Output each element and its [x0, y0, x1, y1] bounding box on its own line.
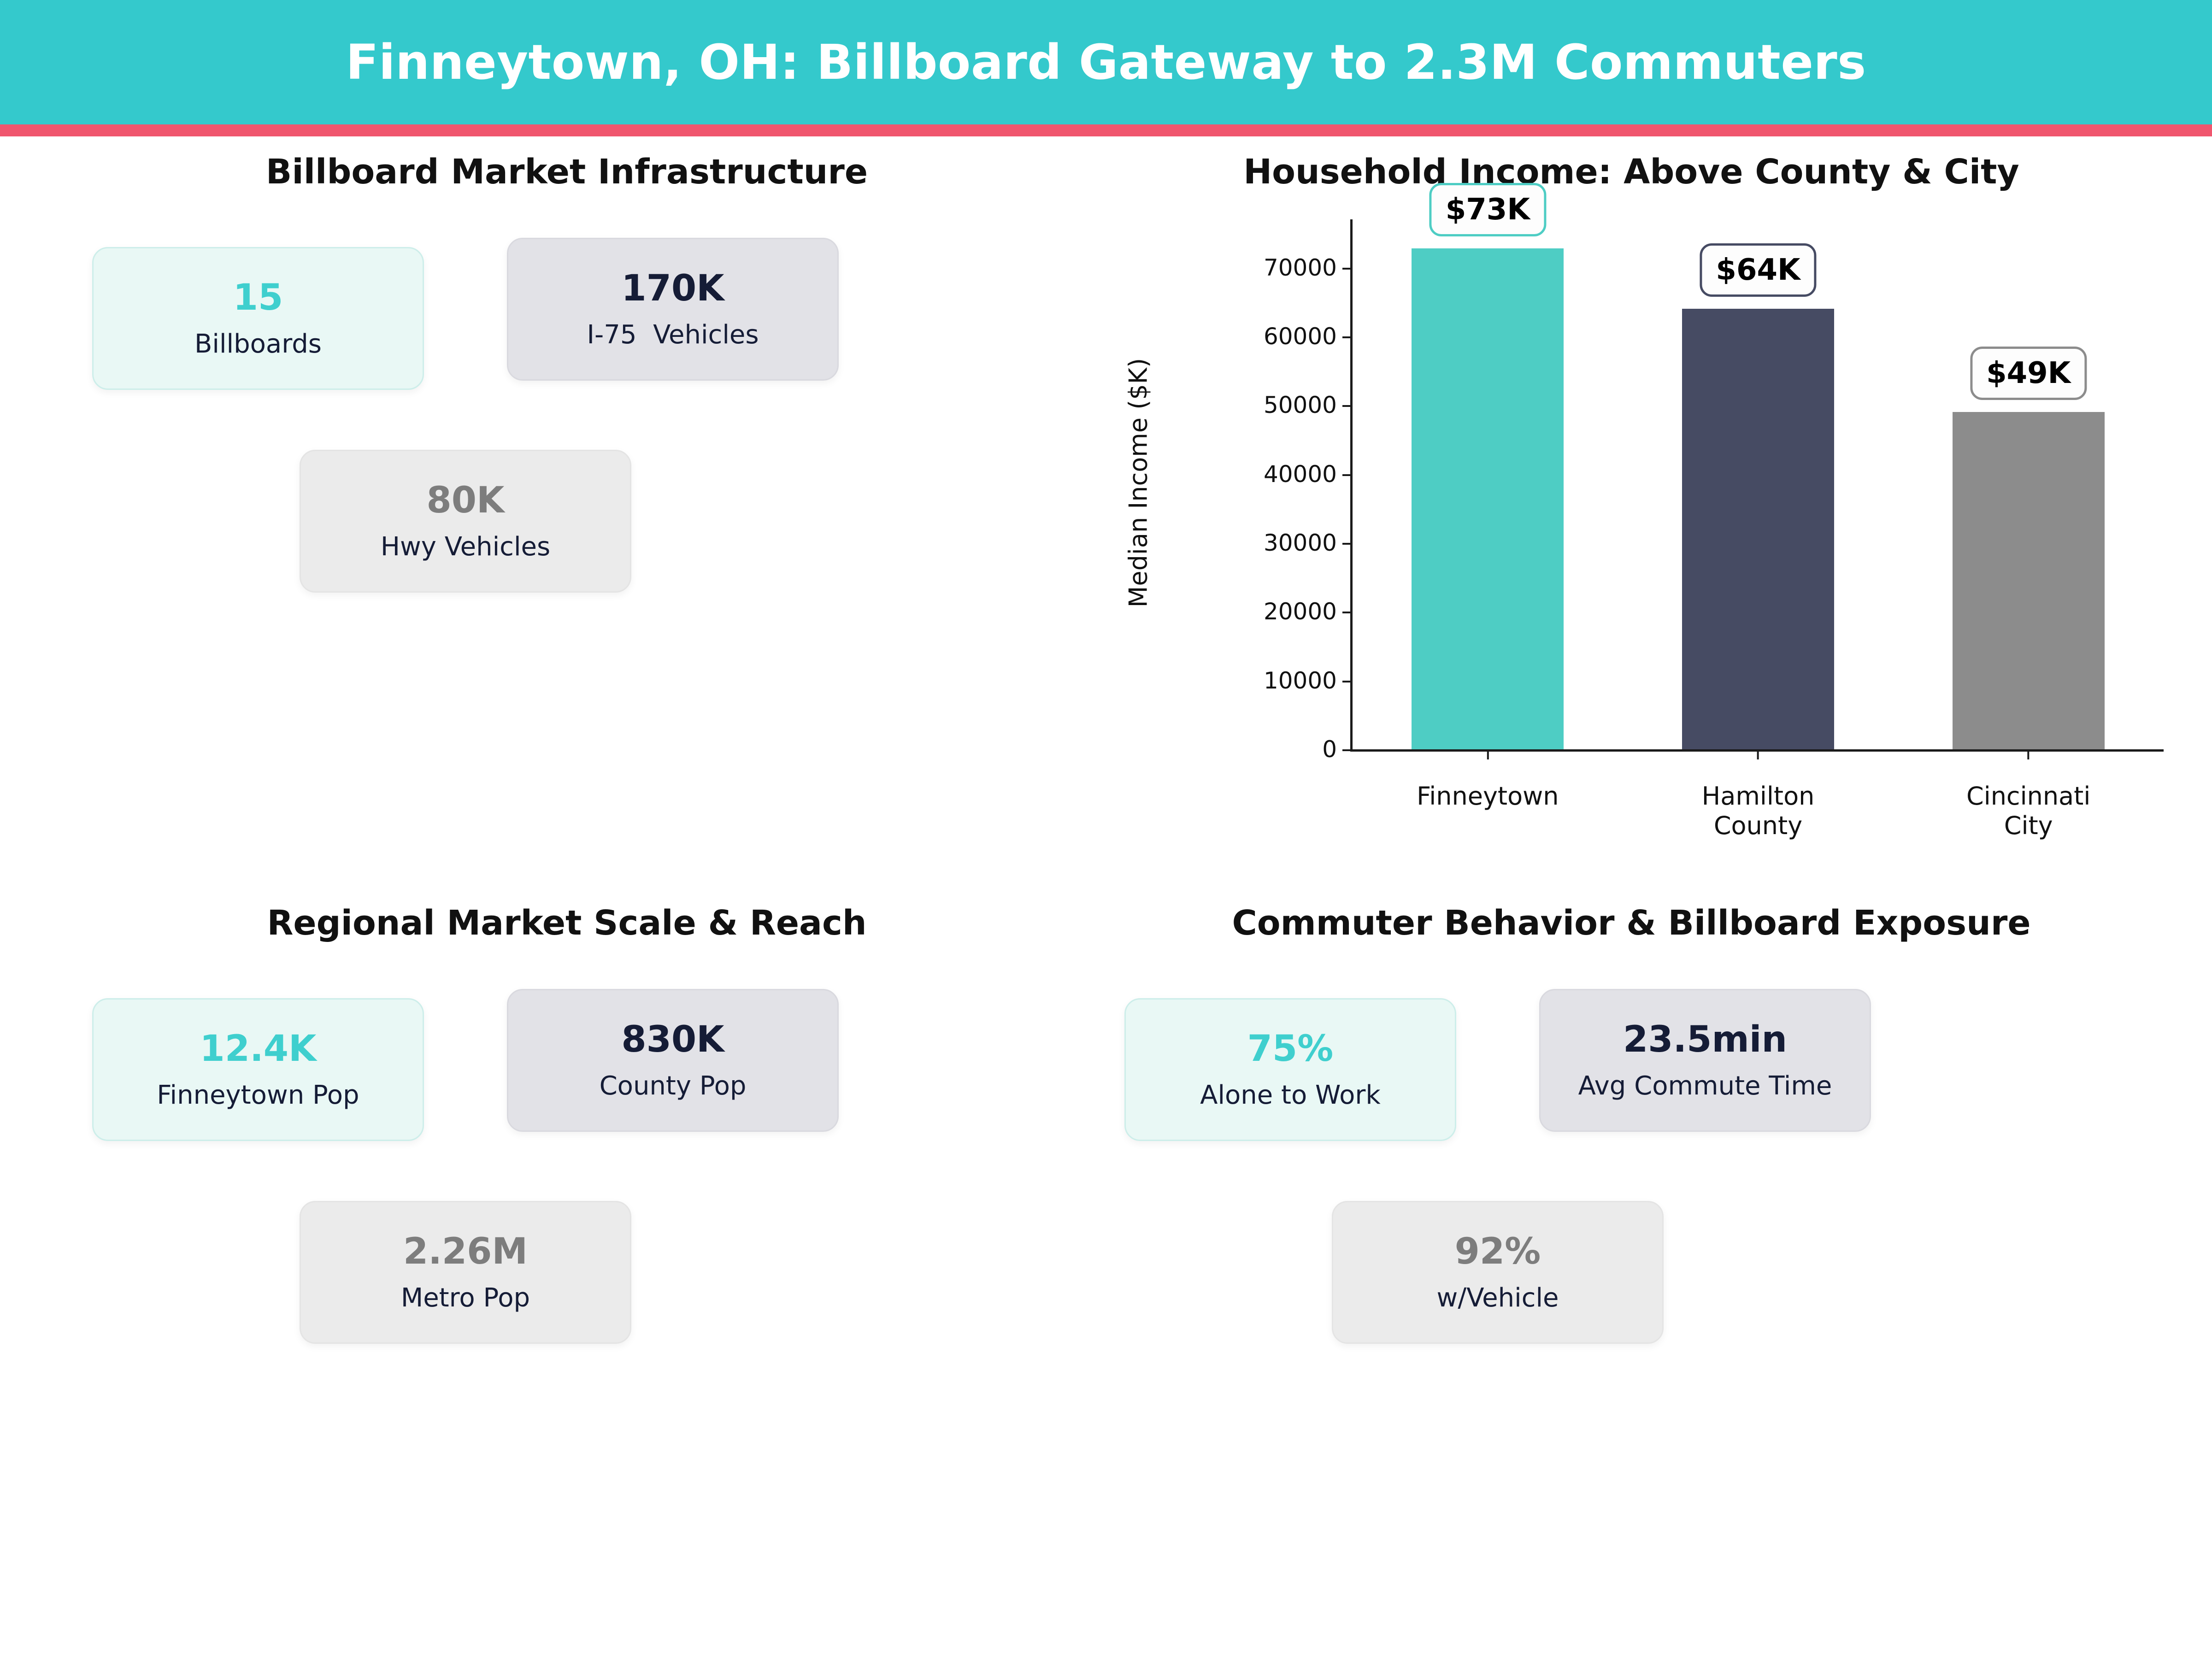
kpi-value: 75% [1247, 1028, 1334, 1070]
kpi-card[interactable]: 170K I-75 Vehicles [507, 238, 839, 381]
kpi-label: Avg Commute Time [1578, 1071, 1832, 1101]
chart-x-tick: Finneytown [1417, 749, 1559, 811]
kpi-value: 23.5min [1623, 1019, 1787, 1060]
kpi-label: w/Vehicle [1436, 1283, 1559, 1313]
chart-bar[interactable]: $49K Cincinnati City [1952, 347, 2105, 840]
kpi-card[interactable]: 80K Hwy Vehicles [300, 450, 631, 593]
chart-y-tick: 30000 [1264, 529, 1353, 556]
kpi-card[interactable]: 2.26M Metro Pop [300, 1201, 631, 1344]
kpi-label: Metro Pop [400, 1283, 530, 1313]
kpi-value: 15 [233, 277, 283, 318]
panel-title-regional: Regional Market Scale & Reach [267, 903, 867, 943]
panel-commuter-behavior: Commuter Behavior & Billboard Exposure 7… [1097, 903, 2166, 1622]
panel-title-infrastructure: Billboard Market Infrastructure [265, 152, 868, 192]
kpi-card-group-infrastructure: 15 Billboards 170K I-75 Vehicles 80K Hwy… [65, 219, 1069, 809]
chart-y-tick: 50000 [1264, 392, 1353, 418]
header-accent-bar [0, 124, 2212, 136]
chart-bar-value-label: $64K [1700, 243, 1817, 297]
header-banner: Finneytown, OH: Billboard Gateway to 2.3… [0, 0, 2212, 124]
chart-bar[interactable]: $64K Hamilton County [1682, 243, 1834, 840]
kpi-label: Hwy Vehicles [380, 532, 551, 562]
kpi-value: 12.4K [200, 1028, 317, 1070]
chart-bar[interactable]: $73K Finneytown [1412, 182, 1564, 811]
chart-bar-value-label: $73K [1429, 182, 1546, 236]
chart-x-tick: Hamilton County [1702, 749, 1814, 840]
kpi-label: County Pop [599, 1071, 747, 1101]
page-title: Finneytown, OH: Billboard Gateway to 2.3… [346, 34, 1866, 90]
kpi-label: Billboards [194, 329, 322, 359]
kpi-value: 830K [621, 1019, 724, 1060]
kpi-card[interactable]: 75% Alone to Work [1124, 998, 1456, 1141]
kpi-label: Finneytown Pop [157, 1080, 359, 1110]
chart-y-tick: 60000 [1264, 323, 1353, 350]
chart-plot-area: 0 10000 20000 30000 40000 50000 60000 70000 $73K… [1264, 182, 2164, 840]
kpi-value: 2.26M [403, 1231, 528, 1272]
kpi-value: 92% [1454, 1231, 1541, 1272]
panel-regional-market-scale: Regional Market Scale & Reach 12.4K Finn… [65, 903, 1069, 1622]
kpi-card[interactable]: 92% w/Vehicle [1332, 1201, 1664, 1344]
chart-y-tick: 40000 [1264, 461, 1353, 488]
chart-y-axis-label: Median Income ($K) [1124, 358, 1153, 608]
chart-y-tick: 0 [1322, 736, 1353, 763]
bar-chart: Median Income ($K) 0 10000 20000 30000 40000… [1097, 182, 2166, 869]
kpi-value: 80K [426, 480, 505, 521]
panel-billboard-market-infrastructure: Billboard Market Infrastructure 15 Billb… [65, 152, 1069, 899]
kpi-card[interactable]: 23.5min Avg Commute Time [1539, 989, 1871, 1132]
kpi-card[interactable]: 830K County Pop [507, 989, 839, 1132]
kpi-value: 170K [621, 268, 724, 309]
panel-household-income-chart: Household Income: Above County & City Me… [1097, 152, 2166, 899]
kpi-card-group-regional: 12.4K Finneytown Pop 830K County Pop 2.2… [65, 971, 1069, 1560]
chart-bar-value-label: $49K [1970, 347, 2087, 400]
chart-x-tick: Cincinnati City [1966, 749, 2090, 840]
kpi-label: I-75 Vehicles [587, 320, 759, 350]
chart-y-tick: 10000 [1264, 667, 1353, 694]
panel-title-income: Household Income: Above County & City [1243, 152, 2019, 192]
kpi-card[interactable]: 12.4K Finneytown Pop [92, 998, 424, 1141]
kpi-card[interactable]: 15 Billboards [92, 247, 424, 390]
panel-title-commuter: Commuter Behavior & Billboard Exposure [1232, 903, 2031, 943]
kpi-label: Alone to Work [1200, 1080, 1381, 1110]
kpi-card-group-commuter: 75% Alone to Work 23.5min Avg Commute Ti… [1097, 971, 2166, 1560]
chart-y-tick: 70000 [1264, 254, 1353, 281]
chart-y-tick: 20000 [1264, 598, 1353, 625]
